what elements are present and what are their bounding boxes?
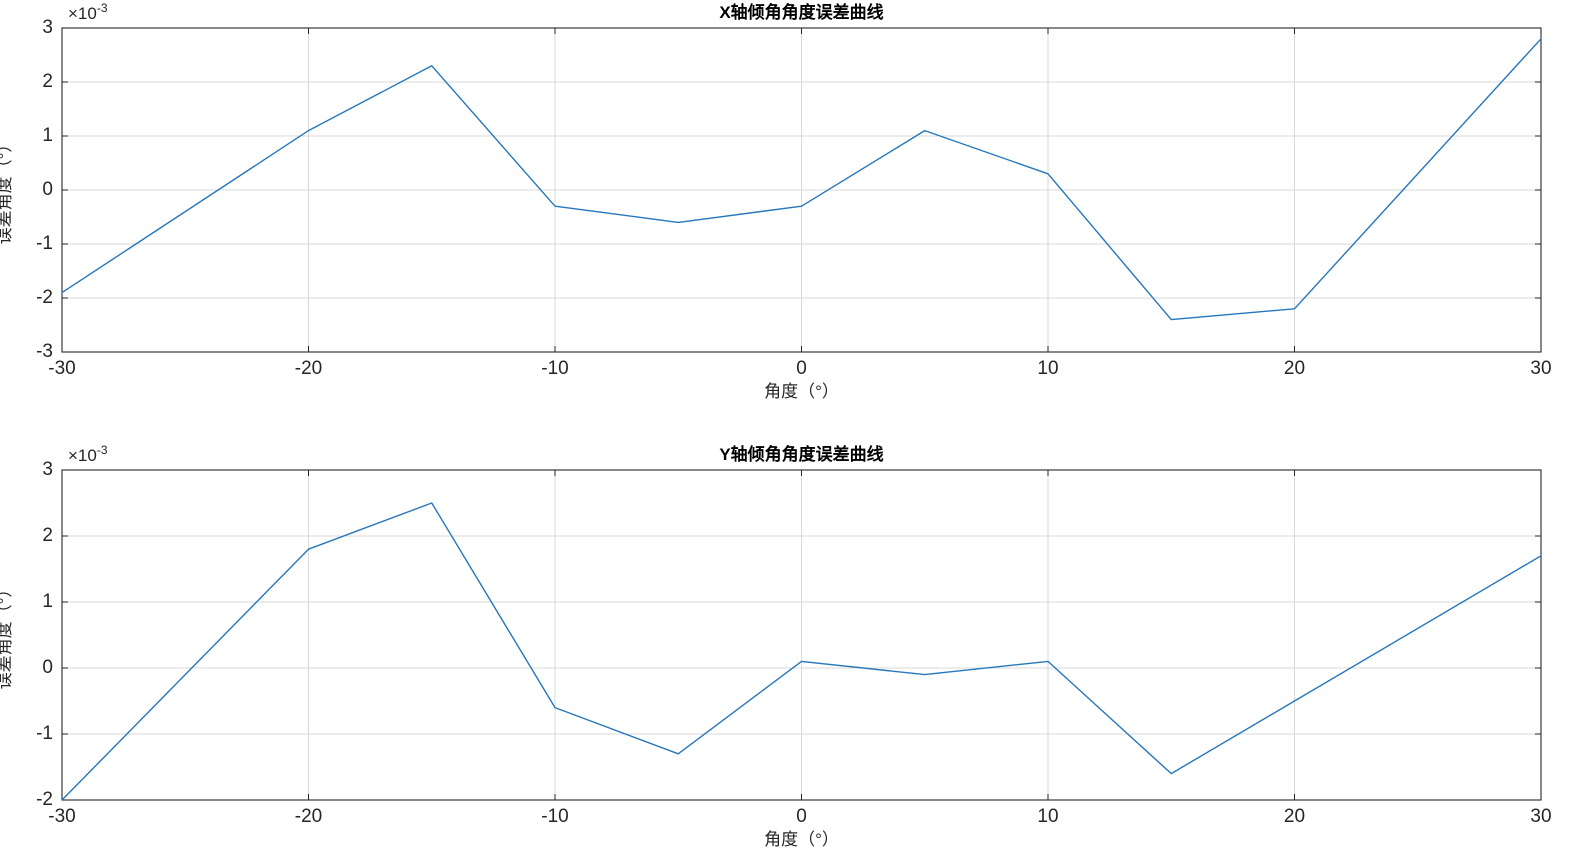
x-tick-labels: -30 -20 -10 0 10 20 30 bbox=[48, 806, 1551, 827]
x-tick-label: -30 bbox=[48, 358, 75, 379]
tick-marks bbox=[61, 469, 1542, 801]
x-tick-label: -10 bbox=[541, 806, 568, 827]
y-tick-label: 2 bbox=[42, 71, 53, 92]
chart-title: X轴倾角角度误差曲线 bbox=[719, 2, 883, 22]
x-axis-title: 角度（°） bbox=[764, 830, 839, 849]
y-tick-label: -2 bbox=[36, 287, 53, 308]
x-tick-label: -30 bbox=[48, 806, 75, 827]
x-tick-label: 10 bbox=[1037, 806, 1058, 827]
tick-marks bbox=[61, 27, 1542, 353]
y-tick-label: 1 bbox=[42, 125, 53, 146]
data-series-line bbox=[61, 38, 1542, 321]
grid-lines bbox=[62, 470, 1541, 800]
grid-lines bbox=[62, 28, 1541, 352]
y-tick-label: 0 bbox=[42, 657, 53, 678]
x-tick-label: -20 bbox=[295, 806, 322, 827]
y-axis-exponent-label: ×10-3 bbox=[68, 443, 108, 465]
y-axis-exponent-label: ×10-3 bbox=[68, 1, 108, 23]
y-tick-labels: -2 -1 0 1 2 3 bbox=[36, 459, 53, 810]
x-tick-label: -20 bbox=[295, 358, 322, 379]
data-series-line bbox=[61, 502, 1542, 801]
chart-title: Y轴倾角角度误差曲线 bbox=[719, 444, 883, 464]
y-tick-label: 3 bbox=[42, 459, 53, 480]
y-tick-label: -3 bbox=[36, 341, 53, 362]
x-tick-label: 20 bbox=[1284, 806, 1305, 827]
x-tick-labels: -30 -20 -10 0 10 20 30 bbox=[48, 358, 1551, 379]
y-tick-label: -2 bbox=[36, 789, 53, 810]
x-tick-label: 30 bbox=[1530, 358, 1551, 379]
svg-text:×10-3: ×10-3 bbox=[68, 443, 108, 465]
x-axis-title: 角度（°） bbox=[764, 382, 839, 401]
y-tick-labels: -3 -2 -1 0 1 2 3 bbox=[36, 17, 53, 362]
x-tick-label: 20 bbox=[1284, 358, 1305, 379]
svg-text:×10-3: ×10-3 bbox=[68, 1, 108, 23]
x-tick-label: 0 bbox=[796, 806, 807, 827]
chart-panel-x-axis-tilt-error: X轴倾角角度误差曲线 ×10-3 -3 -2 -1 0 1 2 3 -30 -20 -10 0 10 20 3… bbox=[0, 1, 1552, 401]
y-tick-label: 0 bbox=[42, 179, 53, 200]
y-tick-label: 3 bbox=[42, 17, 53, 38]
x-tick-label: 0 bbox=[796, 358, 807, 379]
x-tick-label: 30 bbox=[1530, 806, 1551, 827]
y-tick-label: 2 bbox=[42, 525, 53, 546]
y-axis-title: 误差角度（°） bbox=[0, 581, 14, 690]
y-tick-label: -1 bbox=[36, 723, 53, 744]
x-tick-label: -10 bbox=[541, 358, 568, 379]
y-axis-title: 误差角度（°） bbox=[0, 136, 14, 245]
y-tick-label: -1 bbox=[36, 233, 53, 254]
x-tick-label: 10 bbox=[1037, 358, 1058, 379]
chart-panel-y-axis-tilt-error: Y轴倾角角度误差曲线 ×10-3 -2 -1 0 1 2 3 -30 -20 -10 0 10 20 30 角… bbox=[0, 430, 1570, 860]
y-tick-label: 1 bbox=[42, 591, 53, 612]
